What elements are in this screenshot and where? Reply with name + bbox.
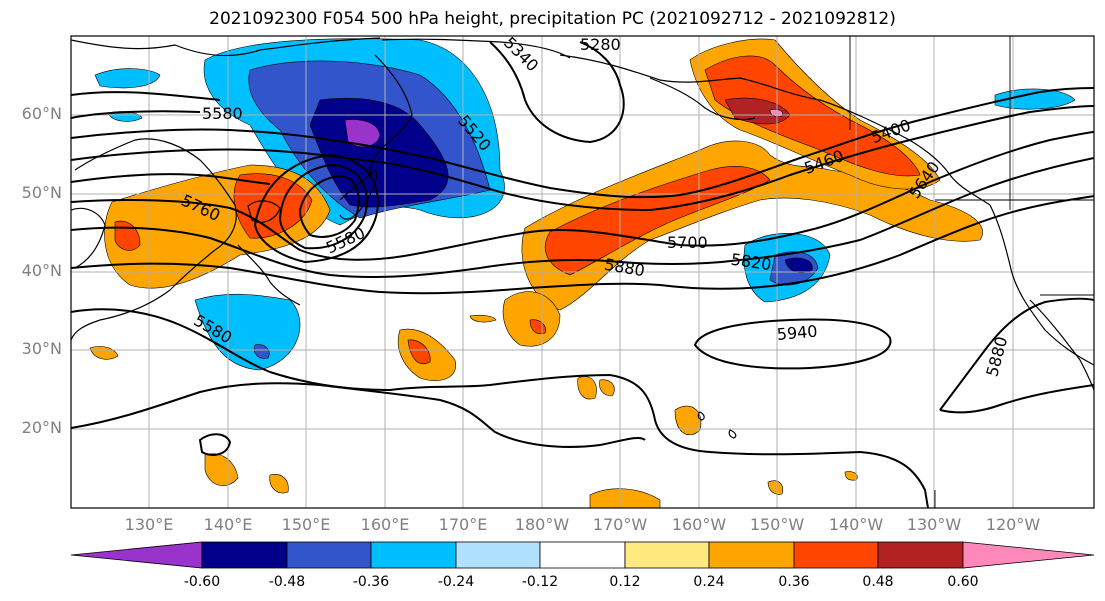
colorbar-extend-high <box>962 541 1095 569</box>
positive-anomaly-small-6 <box>674 405 702 435</box>
negative-anomaly-arctic <box>94 68 161 89</box>
colorbar-segment <box>286 541 372 569</box>
negative-anomaly-japan-core <box>253 344 270 359</box>
positive-anomaly-subtropics-2 <box>502 291 561 347</box>
positive-anomaly-small-9 <box>767 480 783 495</box>
lon-label: 170°W <box>592 515 648 534</box>
colorbar-segment <box>370 541 457 569</box>
contour-label: 5700 <box>667 233 708 252</box>
colorbar-segment <box>708 541 795 569</box>
colorbar-tick-label: -0.24 <box>437 574 475 590</box>
positive-anomaly-small-8 <box>469 314 497 323</box>
colorbar-tick-label: -0.12 <box>521 574 559 590</box>
colorbar-tick-label: 0.24 <box>693 574 725 590</box>
positive-anomaly-small-7 <box>589 488 661 508</box>
colorbar-tick-label: -0.60 <box>183 574 221 590</box>
positive-anomaly-subtropics-1-core <box>407 339 431 364</box>
colorbar-tick-label: -0.48 <box>268 574 306 590</box>
negative-anomaly-japan <box>194 293 301 371</box>
colorbar-segment <box>201 541 288 569</box>
colorbar-segment <box>793 541 879 569</box>
contour-label: 5940 <box>776 322 818 344</box>
lat-label: 30°N <box>21 339 62 358</box>
coastlines <box>71 37 1094 439</box>
colorbar-segment <box>539 541 626 569</box>
negative-anomaly-deep-core <box>784 257 813 273</box>
negative-anomaly-max <box>344 119 381 148</box>
lon-label: 150°W <box>749 515 805 534</box>
positive-anomaly-alaska-core <box>704 55 921 177</box>
colorbar-tick-label: 0.12 <box>609 574 641 590</box>
lon-label: 160°W <box>671 515 727 534</box>
colorbar-tick-label: -0.36 <box>352 574 390 590</box>
lat-label: 20°N <box>21 418 62 437</box>
lat-label: 60°N <box>21 104 62 123</box>
lon-label: 140°E <box>203 515 253 534</box>
lon-label: 120°W <box>985 515 1041 534</box>
positive-anomaly-small-3 <box>269 474 289 494</box>
colorbar-segment <box>624 541 710 569</box>
lon-label: 150°E <box>281 515 331 534</box>
lat-label: 40°N <box>21 261 62 280</box>
colorbar-segment <box>455 541 541 569</box>
colorbar-extend-low <box>70 541 203 569</box>
contour-label: 5880 <box>186 307 227 326</box>
map-title: 2021092300 F054 500 hPa height, precipit… <box>209 9 896 29</box>
lon-label: 180°W <box>514 515 570 534</box>
lon-label: 130°W <box>906 515 962 534</box>
colorbar-tick-label: 0.36 <box>778 574 810 590</box>
lon-label: 140°W <box>828 515 884 534</box>
map-plot-area: 5280 5340 5520 5580 5580 5760 5580 5700 … <box>71 35 1094 508</box>
contour-label: 5580 <box>202 104 243 123</box>
lon-label: 170°E <box>438 515 488 534</box>
colorbar-segment <box>877 541 964 569</box>
lat-label: 50°N <box>21 183 62 202</box>
height-contours <box>71 41 1094 508</box>
contour-label: 5280 <box>580 35 621 54</box>
colorbar-tick-label: 0.48 <box>862 574 894 590</box>
lon-label: 130°E <box>124 515 174 534</box>
colorbar-tick-label: 0.60 <box>947 574 979 590</box>
positive-anomaly-small-4 <box>577 376 597 400</box>
colorbar <box>70 541 1095 569</box>
positive-anomaly-small-5 <box>599 379 615 397</box>
lon-label: 160°E <box>360 515 410 534</box>
